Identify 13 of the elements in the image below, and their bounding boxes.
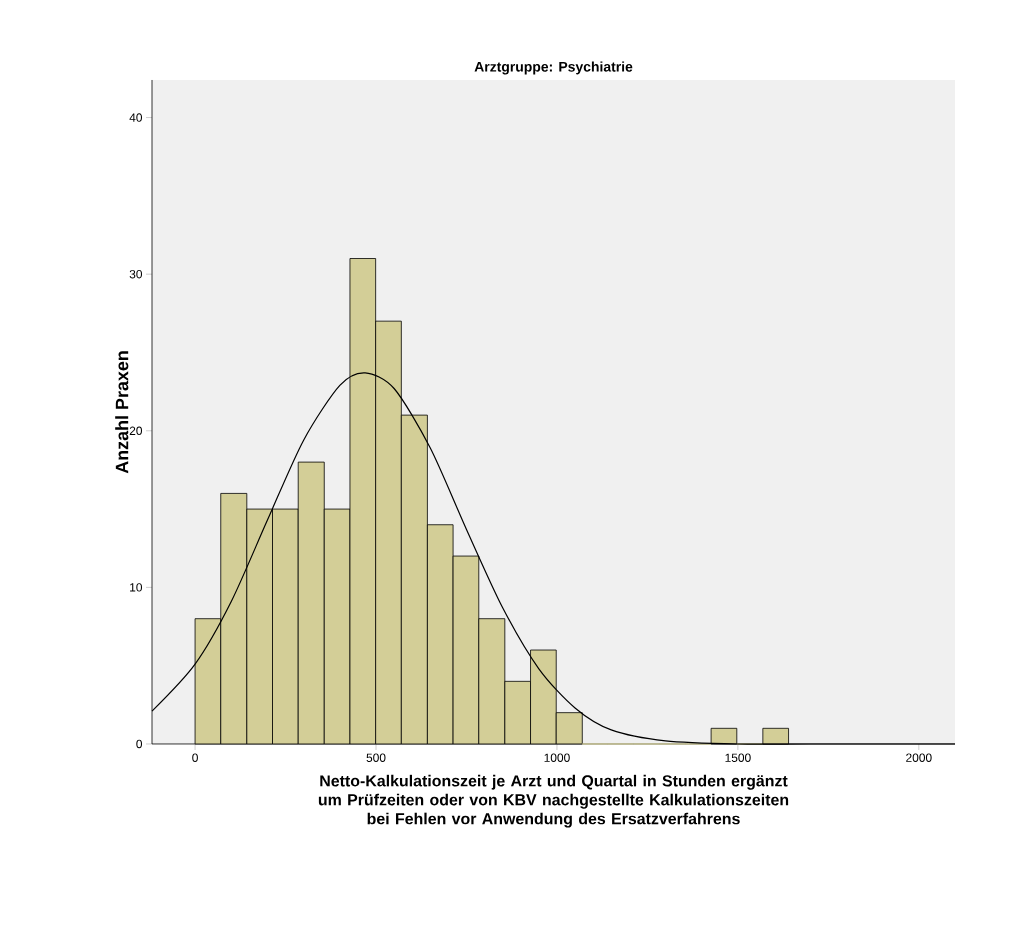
x-tick-label: 2000 xyxy=(906,753,932,762)
x-tick-label: 1000 xyxy=(544,753,570,762)
y-tick-label: 20 xyxy=(129,426,143,435)
y-tick-label: 10 xyxy=(130,583,143,592)
y-axis-title: Anzahl Praxen xyxy=(115,351,129,474)
x-axis-title: Netto-Kalkulationszeit je Arzt und Quartal in Stunden ergänzt um Prüfzeiten oder von KBV nachgestellte Kalkulationszeiten bei Fehlen vor Anwendung des Ersatzverfahrens xyxy=(318,774,789,828)
x-tick-label: 0 xyxy=(192,753,198,762)
y-tick-label: 40 xyxy=(129,113,143,122)
y-tick-label: 30 xyxy=(129,269,143,279)
x-tick-label: 500 xyxy=(366,753,386,762)
chart-title: Arztgruppe: Psychiatrie xyxy=(474,61,633,75)
y-tick-label: 0 xyxy=(136,739,143,749)
x-tick-label: 1500 xyxy=(725,753,751,762)
